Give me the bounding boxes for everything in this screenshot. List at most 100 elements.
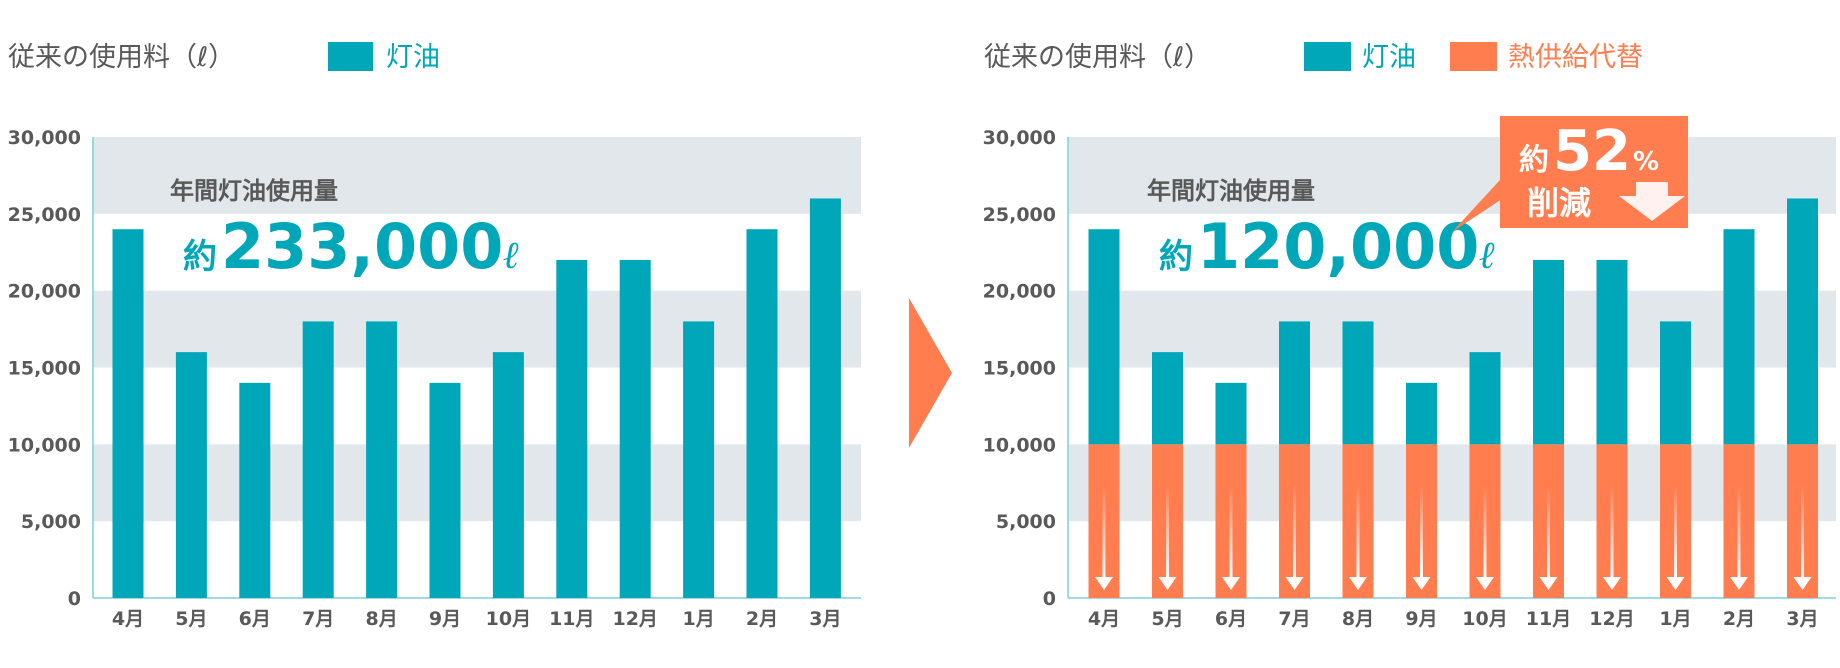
left-annotation-prefix: 約	[183, 237, 217, 277]
callout-percent: 52	[1553, 119, 1631, 184]
y-tick-label: 10,000	[983, 434, 1056, 456]
bar-down-arrow-shaft	[1166, 484, 1169, 578]
bar-down-arrow-icon	[1349, 577, 1367, 590]
bar-down-arrow-icon	[1285, 577, 1304, 590]
bar-kerosene	[1406, 382, 1437, 445]
x-tick-label: 7月	[302, 608, 334, 630]
bar-down-arrow-shaft	[1610, 484, 1614, 578]
x-tick-label: 8月	[365, 608, 397, 630]
grid-band	[1068, 137, 1836, 214]
y-tick-label: 5,000	[996, 511, 1056, 533]
y-tick-label: 0	[68, 588, 81, 610]
x-tick-label: 7月	[1278, 608, 1310, 630]
bar-kerosene	[302, 321, 334, 598]
x-tick-label: 10月	[1462, 608, 1507, 630]
grid-band	[93, 290, 861, 368]
x-tick-label: 4月	[1088, 608, 1120, 630]
bar-kerosene	[556, 259, 588, 598]
bar-kerosene	[1088, 229, 1120, 445]
bar-down-arrow-icon	[1666, 577, 1685, 590]
bar-down-arrow-icon	[1222, 577, 1240, 590]
x-tick-label: 11月	[1526, 608, 1571, 630]
right-legend-swatch-heat	[1450, 42, 1497, 71]
bar-down-arrow-shaft	[1483, 484, 1487, 578]
right-legend: 従来の使用料（ℓ） 灯油 熱供給代替	[984, 42, 1643, 73]
bar-down-arrow-shaft	[1801, 484, 1804, 578]
bar-kerosene	[1469, 352, 1501, 445]
grid-band	[1068, 290, 1836, 368]
grid-band	[1068, 444, 1836, 522]
left-annotation: 年間灯油使用量 約233,000ℓ	[170, 177, 520, 283]
x-tick-label: 12月	[612, 608, 657, 630]
bar-kerosene	[1596, 259, 1628, 445]
right-legend-label-heat: 熱供給代替	[1508, 42, 1643, 73]
x-tick-label: 3月	[809, 608, 841, 630]
bar-down-arrow-shaft	[1356, 484, 1360, 578]
bar-kerosene	[239, 382, 271, 598]
left-chart: 0 5,000 10,000 15,000 20,000 25,000 30,000 4月 5月…	[8, 127, 861, 630]
bar-down-arrow-icon	[1095, 577, 1113, 590]
x-tick-label: 8月	[1342, 608, 1374, 630]
bar-down-arrow-icon	[1603, 577, 1621, 590]
bar-down-arrow-shaft	[1737, 484, 1741, 578]
y-tick-label: 20,000	[8, 281, 81, 303]
callout-pointer	[1452, 180, 1508, 232]
callout-label: 削減	[1527, 184, 1591, 222]
x-tick-label: 11月	[549, 608, 594, 630]
bar-down-arrow-shaft	[1547, 484, 1550, 578]
bar-down-arrow-icon	[1539, 577, 1558, 590]
bar-kerosene	[683, 321, 715, 598]
x-tick-label: 12月	[1589, 608, 1634, 630]
right-annotation-value: 120,000	[1197, 210, 1479, 283]
bar-kerosene	[1723, 229, 1755, 445]
left-legend-title: 従来の使用料（ℓ）	[8, 42, 235, 73]
y-tick-label: 0	[1043, 588, 1056, 610]
bar-kerosene	[1533, 259, 1564, 445]
bar-down-arrow-icon	[1730, 577, 1748, 590]
transition-arrow-icon	[909, 298, 952, 448]
x-tick-label: 6月	[239, 608, 271, 630]
bar-kerosene	[746, 229, 778, 598]
bar-down-arrow-shaft	[1420, 484, 1423, 578]
y-tick-label: 5,000	[21, 511, 81, 533]
left-legend: 従来の使用料（ℓ） 灯油	[8, 42, 440, 73]
bar-kerosene	[1660, 321, 1691, 445]
y-tick-label: 20,000	[983, 281, 1056, 303]
bar-down-arrow-shaft	[1674, 484, 1677, 578]
bar-kerosene	[112, 229, 144, 598]
right-chart: 0 5,000 10,000 15,000 20,000 25,000 30,000 4月 5月…	[983, 127, 1836, 630]
right-panel: 従来の使用料（ℓ） 灯油 熱供給代替 0 5,000 10,000 15,000 20,…	[983, 42, 1836, 630]
callout-prefix: 約	[1519, 143, 1549, 178]
right-annotation-prefix: 約	[1159, 237, 1193, 277]
x-tick-label: 1月	[1659, 608, 1691, 630]
bar-down-arrow-icon	[1476, 577, 1494, 590]
grid-band	[93, 137, 861, 214]
y-tick-label: 15,000	[983, 358, 1056, 380]
bar-down-arrow-icon	[1412, 577, 1431, 590]
x-tick-label: 9月	[1405, 608, 1437, 630]
bar-down-arrow-shaft	[1293, 484, 1296, 578]
left-annotation-total: 約233,000ℓ	[183, 210, 520, 283]
right-legend-title: 従来の使用料（ℓ）	[984, 42, 1211, 73]
y-tick-label: 10,000	[8, 434, 81, 456]
bar-down-arrow-icon	[1793, 577, 1812, 590]
left-annotation-unit: ℓ	[503, 232, 519, 277]
right-legend-label-kerosene: 灯油	[1362, 42, 1416, 73]
bar-kerosene	[175, 352, 207, 598]
x-tick-label: 6月	[1215, 608, 1247, 630]
y-tick-label: 25,000	[8, 204, 81, 226]
x-tick-label: 4月	[112, 608, 144, 630]
x-tick-label: 5月	[1151, 608, 1183, 630]
x-tick-label: 3月	[1786, 608, 1818, 630]
bar-kerosene	[619, 259, 651, 598]
bar-kerosene	[809, 198, 841, 598]
right-annotation-unit: ℓ	[1479, 232, 1495, 277]
grid-band	[93, 444, 861, 522]
callout-percent-line: 約52%	[1519, 119, 1659, 184]
bar-kerosene	[1215, 382, 1247, 445]
bar-kerosene	[1342, 321, 1374, 445]
left-legend-swatch-kerosene	[328, 42, 373, 71]
bar-kerosene	[1279, 321, 1310, 445]
callout-percent-sign: %	[1633, 147, 1659, 177]
